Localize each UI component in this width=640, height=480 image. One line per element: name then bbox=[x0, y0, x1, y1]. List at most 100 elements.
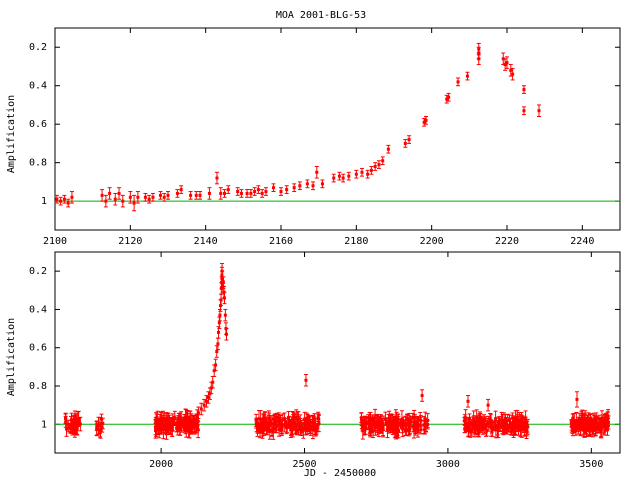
data-point bbox=[150, 192, 155, 202]
x-tick-label: 2500 bbox=[292, 459, 316, 470]
data-point bbox=[302, 418, 307, 429]
data-point bbox=[164, 414, 169, 423]
x-tick-label: 2240 bbox=[570, 236, 594, 247]
data-point bbox=[204, 395, 209, 408]
y-tick-label: 1 bbox=[41, 419, 47, 430]
y-tick-label: 0.2 bbox=[29, 266, 47, 277]
data-point bbox=[392, 422, 397, 439]
y-tick-label: 0.4 bbox=[29, 304, 47, 315]
data-point bbox=[143, 192, 148, 202]
data-point bbox=[222, 189, 227, 198]
data-point bbox=[605, 414, 610, 428]
data-point bbox=[305, 179, 310, 189]
data-point bbox=[256, 185, 261, 194]
data-point bbox=[66, 198, 71, 208]
data-point bbox=[68, 419, 73, 433]
data-point bbox=[395, 413, 400, 426]
data-point bbox=[194, 191, 199, 200]
x-tick-label: 2200 bbox=[420, 236, 444, 247]
data-point bbox=[476, 42, 481, 56]
data-point bbox=[466, 423, 471, 437]
data-point bbox=[603, 415, 608, 426]
y-tick-label: 1 bbox=[41, 196, 47, 207]
top-y-axis-label: Amplification bbox=[6, 95, 17, 173]
data-point bbox=[517, 411, 522, 429]
data-point bbox=[219, 293, 224, 307]
y-tick-label: 0.4 bbox=[29, 81, 47, 92]
data-point bbox=[263, 416, 268, 432]
data-point bbox=[264, 417, 269, 435]
data-point bbox=[98, 416, 103, 434]
data-point bbox=[274, 412, 279, 423]
data-point bbox=[305, 426, 310, 435]
data-point bbox=[120, 194, 125, 208]
data-point bbox=[369, 166, 374, 175]
data-point bbox=[183, 408, 188, 427]
data-point bbox=[223, 308, 228, 322]
data-point bbox=[320, 179, 325, 189]
data-point bbox=[424, 115, 429, 125]
data-point bbox=[444, 94, 449, 104]
data-point bbox=[282, 419, 287, 433]
data-point bbox=[516, 424, 521, 436]
data-point bbox=[354, 169, 359, 179]
data-point bbox=[462, 424, 467, 434]
data-point bbox=[383, 411, 388, 427]
data-point bbox=[389, 413, 394, 429]
data-point bbox=[380, 156, 385, 166]
data-point bbox=[217, 316, 222, 330]
data-point bbox=[413, 422, 418, 436]
y-tick-label: 0.6 bbox=[29, 119, 47, 130]
data-point bbox=[64, 421, 69, 437]
data-point bbox=[252, 187, 257, 196]
data-point bbox=[359, 167, 364, 177]
data-point bbox=[588, 413, 593, 424]
data-point bbox=[271, 183, 276, 193]
data-point bbox=[147, 194, 152, 204]
data-point bbox=[521, 106, 526, 116]
data-point bbox=[589, 419, 594, 432]
data-point bbox=[312, 423, 317, 435]
y-tick-label: 0.6 bbox=[29, 343, 47, 354]
data-point bbox=[69, 191, 74, 204]
x-tick-label: 2220 bbox=[495, 236, 519, 247]
data-point bbox=[381, 420, 386, 438]
data-point bbox=[218, 187, 223, 200]
data-point bbox=[289, 420, 294, 435]
data-point bbox=[307, 415, 312, 432]
data-point bbox=[403, 139, 408, 148]
y-tick-label: 0.8 bbox=[29, 381, 47, 392]
data-point bbox=[179, 416, 184, 433]
data-point bbox=[303, 374, 308, 387]
data-point bbox=[346, 171, 351, 181]
data-point bbox=[177, 417, 182, 436]
data-point bbox=[465, 395, 470, 408]
data-point bbox=[214, 171, 219, 185]
data-point bbox=[456, 77, 461, 87]
data-point bbox=[365, 169, 370, 179]
data-point bbox=[284, 185, 289, 194]
data-point bbox=[411, 421, 416, 433]
data-point bbox=[207, 187, 212, 200]
top-panel: 0.2 0.4 0.6 0.8 1 2100 2120 2140 2160 2180 2200 222… bbox=[29, 27, 621, 247]
data-point bbox=[260, 421, 265, 434]
data-point bbox=[248, 189, 253, 198]
data-point bbox=[360, 421, 365, 430]
data-point bbox=[202, 398, 207, 412]
data-point bbox=[71, 426, 76, 434]
data-point bbox=[292, 183, 297, 193]
data-point bbox=[482, 421, 487, 434]
chart-title: MOA 2001-BLG-53 bbox=[276, 10, 366, 21]
data-point bbox=[331, 173, 336, 183]
data-point bbox=[175, 423, 180, 432]
data-point bbox=[418, 415, 423, 427]
data-point bbox=[505, 56, 509, 69]
data-point bbox=[488, 412, 493, 428]
data-point bbox=[376, 160, 381, 169]
data-point bbox=[341, 173, 346, 183]
data-point bbox=[198, 191, 203, 200]
data-point bbox=[297, 181, 302, 191]
data-point bbox=[113, 192, 118, 206]
data-point bbox=[235, 187, 240, 196]
